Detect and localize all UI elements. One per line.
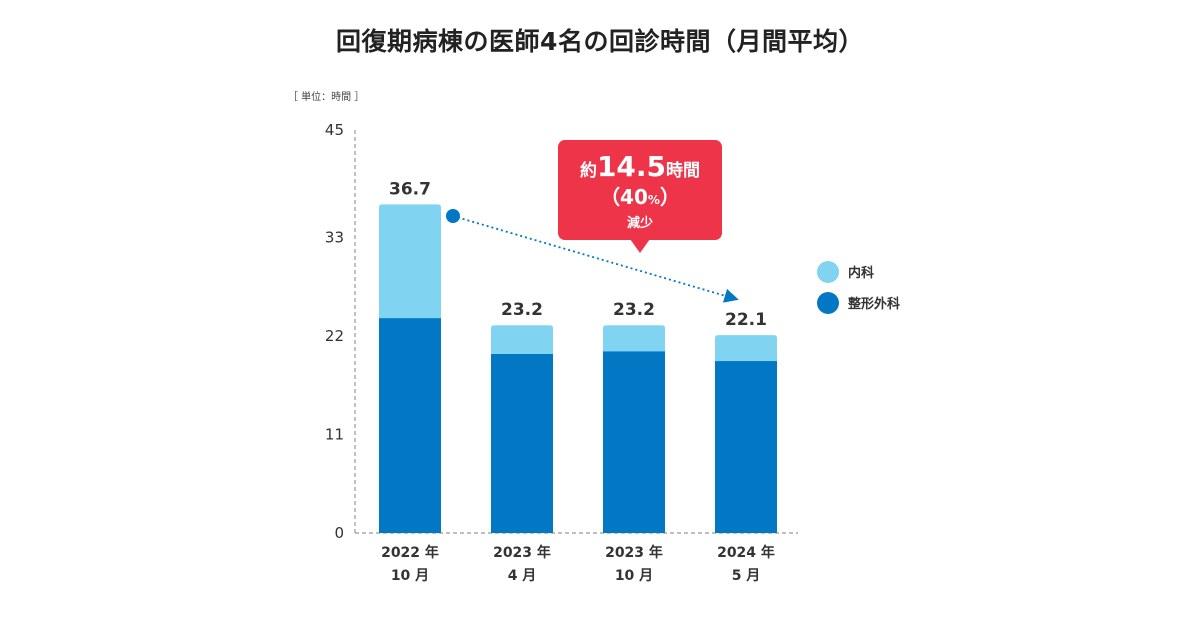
x-tick-label-year: 2023 年 xyxy=(605,544,663,561)
x-tick-label-year: 2022 年 xyxy=(381,544,439,561)
bar-segment-整形外科 xyxy=(715,361,777,533)
bar-segment-内科 xyxy=(715,335,777,362)
bar-segment-内科 xyxy=(603,325,665,352)
callout-pointer xyxy=(630,239,650,253)
value-labels-group: 36.7 23.2 23.2 22.1 xyxy=(389,179,767,330)
trend-arrow-line xyxy=(452,215,739,303)
callout-prefix: 約 xyxy=(580,160,597,181)
bars-group xyxy=(379,204,777,533)
unit-label: ［ 単位：時間 ］ xyxy=(288,90,364,103)
callout-line1: 約14.5時間 xyxy=(580,150,700,183)
callout-line3: 減少 xyxy=(627,215,653,231)
y-tick-label: 11 xyxy=(325,425,344,443)
x-tick-label-year: 2023 年 xyxy=(493,544,551,561)
callout-pct-close: ） xyxy=(660,185,680,209)
x-tick-label-month: 4 月 xyxy=(508,568,537,584)
y-tick-label: 22 xyxy=(325,327,344,345)
bar-segment-内科 xyxy=(379,204,441,319)
x-tick-label-month: 10 月 xyxy=(615,568,653,584)
legend-label: 整形外科 xyxy=(847,296,900,312)
trend-arrow-group xyxy=(446,209,739,303)
bar-segment-整形外科 xyxy=(603,351,665,533)
bar-segment-整形外科 xyxy=(379,318,441,533)
bar-total-label: 36.7 xyxy=(389,179,431,199)
x-tick-label-month: 5 月 xyxy=(732,568,761,584)
reduction-callout: 約14.5時間（40%）減少 xyxy=(558,140,722,253)
y-tick-label: 0 xyxy=(334,524,344,542)
x-tick-label-month: 10 月 xyxy=(391,568,429,584)
callout-line2: （40%） xyxy=(600,185,680,209)
callout-value: 14.5 xyxy=(597,150,666,183)
legend-swatch xyxy=(817,261,839,283)
bar-segment-整形外科 xyxy=(491,353,553,533)
y-tick-label: 45 xyxy=(325,121,344,139)
callout-pct-open: （40 xyxy=(600,185,648,209)
category-labels-group: 2022 年 10 月 2023 年 4 月 2023 年 10 月 2024 年 5 月 xyxy=(381,544,775,584)
callout-box xyxy=(558,140,722,240)
bar-total-label: 23.2 xyxy=(501,300,543,320)
chart-title: 回復期病棟の医師4名の回診時間（月間平均） xyxy=(336,27,864,56)
bar-total-label: 23.2 xyxy=(613,300,655,320)
bar-total-label: 22.1 xyxy=(725,310,767,330)
x-tick-label-year: 2024 年 xyxy=(717,544,775,561)
y-tick-label: 33 xyxy=(325,228,344,246)
bar-segment-内科 xyxy=(491,325,553,354)
legend-label: 内科 xyxy=(848,265,874,281)
callout-pct-sign: % xyxy=(648,193,660,207)
callout-suffix: 時間 xyxy=(666,160,700,181)
legend-swatch xyxy=(817,292,839,314)
